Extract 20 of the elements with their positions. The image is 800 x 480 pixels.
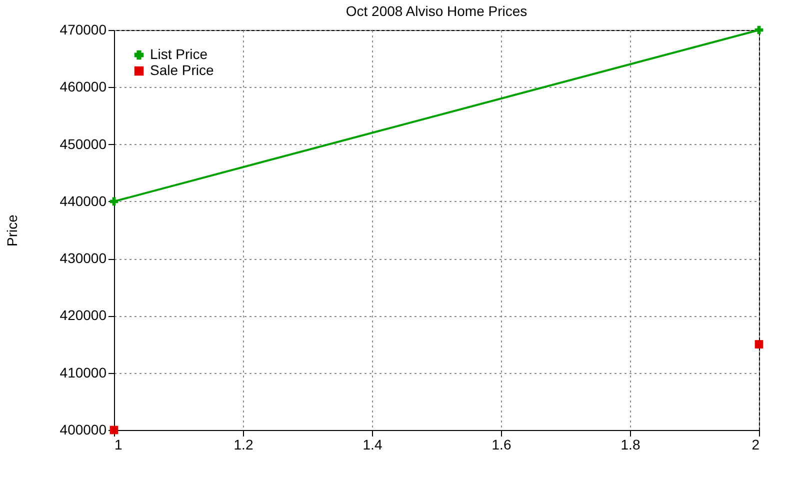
y-axis-title: Price	[4, 214, 20, 246]
y-tick-label: 410000	[60, 364, 107, 380]
x-tick-label: 1	[114, 436, 122, 452]
x-tick-label: 1.4	[362, 436, 382, 452]
x-tick-label: 1.8	[620, 436, 640, 452]
y-tick-label: 400000	[60, 422, 107, 438]
point	[754, 340, 764, 348]
legend-label: List Price	[150, 46, 208, 62]
y-tick-label: 460000	[60, 78, 107, 95]
y-tick-label: 420000	[60, 307, 107, 324]
x-tick-label: 1.6	[492, 436, 512, 452]
y-tick-label: 440000	[60, 192, 107, 209]
y-tick-label: 470000	[60, 22, 107, 38]
chart-title: Oct 2008 Alviso Home Prices	[346, 3, 528, 19]
legend-label: Sale Price	[150, 62, 214, 78]
x-tick-label: 2	[752, 436, 760, 452]
y-tick-label: 430000	[60, 250, 107, 266]
x-tick-label: 1.2	[234, 436, 254, 452]
y-tick-label: 450000	[60, 136, 107, 152]
point	[110, 197, 118, 206]
